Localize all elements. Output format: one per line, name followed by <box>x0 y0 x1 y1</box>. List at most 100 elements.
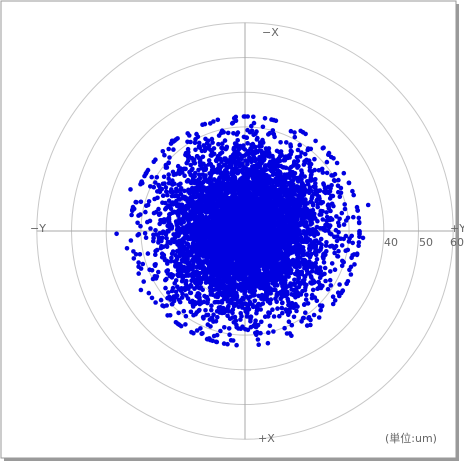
data-point <box>303 297 309 302</box>
data-point <box>247 258 252 264</box>
data-point <box>332 234 337 240</box>
data-point <box>324 222 329 228</box>
data-points <box>114 114 371 348</box>
data-point <box>256 293 262 299</box>
data-point <box>318 236 324 242</box>
data-point <box>166 198 172 203</box>
data-point <box>341 222 347 227</box>
data-point <box>313 177 318 182</box>
data-point <box>303 151 308 157</box>
data-point <box>159 186 165 192</box>
data-point <box>191 312 196 318</box>
data-point <box>160 193 166 198</box>
data-point <box>295 178 301 183</box>
data-point <box>330 294 336 300</box>
data-point <box>253 131 258 137</box>
data-point <box>153 180 158 185</box>
data-point <box>316 248 322 254</box>
data-point <box>236 156 241 162</box>
data-point <box>168 259 174 264</box>
data-point <box>339 210 345 216</box>
data-point <box>173 219 179 224</box>
data-point <box>292 134 298 140</box>
data-point <box>308 172 314 178</box>
data-point <box>160 149 166 154</box>
data-point <box>245 141 250 146</box>
data-point <box>211 312 216 318</box>
data-point <box>302 262 308 267</box>
data-point <box>137 252 143 257</box>
data-point <box>159 254 165 260</box>
data-point <box>247 172 252 178</box>
data-point <box>223 146 229 152</box>
data-point <box>172 209 177 215</box>
data-point <box>282 157 288 163</box>
data-point <box>327 189 333 194</box>
data-point <box>176 213 181 218</box>
data-point <box>183 166 188 172</box>
data-point <box>169 255 174 261</box>
data-point <box>190 179 195 185</box>
data-point <box>173 278 179 283</box>
data-point <box>228 186 234 192</box>
data-point <box>291 163 296 168</box>
data-point <box>185 256 190 262</box>
data-point <box>153 228 158 233</box>
data-point <box>166 219 172 225</box>
data-point <box>192 174 197 179</box>
data-point <box>297 154 303 159</box>
data-point <box>198 326 203 331</box>
data-point <box>335 183 341 189</box>
data-point <box>277 313 282 319</box>
data-point <box>273 287 278 293</box>
data-point <box>131 256 137 261</box>
data-point <box>133 252 139 257</box>
data-point <box>156 269 161 275</box>
data-point <box>170 285 176 291</box>
data-point <box>313 260 319 266</box>
data-point <box>348 272 354 277</box>
data-point <box>199 148 205 154</box>
data-point <box>286 274 291 279</box>
data-point <box>176 182 181 188</box>
data-point <box>277 262 283 267</box>
data-point <box>285 187 290 193</box>
data-point <box>151 184 157 190</box>
data-point <box>166 146 171 152</box>
data-point <box>160 229 166 234</box>
data-point <box>334 238 340 244</box>
data-point <box>193 170 198 176</box>
data-point <box>319 166 325 172</box>
data-point <box>350 188 355 194</box>
data-point <box>321 260 327 265</box>
data-point <box>255 337 261 342</box>
data-point <box>329 183 334 188</box>
data-point <box>324 240 329 245</box>
data-point <box>209 164 215 170</box>
data-point <box>219 159 224 164</box>
data-point <box>283 165 289 171</box>
data-point <box>280 251 286 256</box>
data-point <box>255 149 260 155</box>
data-point <box>129 212 134 218</box>
data-point <box>314 257 320 262</box>
data-point <box>327 277 333 283</box>
data-point <box>193 257 198 262</box>
data-point <box>340 288 346 293</box>
data-point <box>310 287 316 293</box>
data-point <box>339 243 345 248</box>
data-point <box>295 184 301 190</box>
data-point <box>236 304 241 310</box>
data-point <box>350 240 356 246</box>
data-point <box>307 168 313 173</box>
data-point <box>318 245 324 250</box>
data-point <box>183 322 188 327</box>
data-point <box>140 180 145 186</box>
data-point <box>232 303 237 308</box>
data-point <box>163 285 168 291</box>
data-point <box>322 185 328 191</box>
data-point <box>352 262 357 267</box>
data-point <box>324 159 330 165</box>
data-point <box>227 332 232 338</box>
